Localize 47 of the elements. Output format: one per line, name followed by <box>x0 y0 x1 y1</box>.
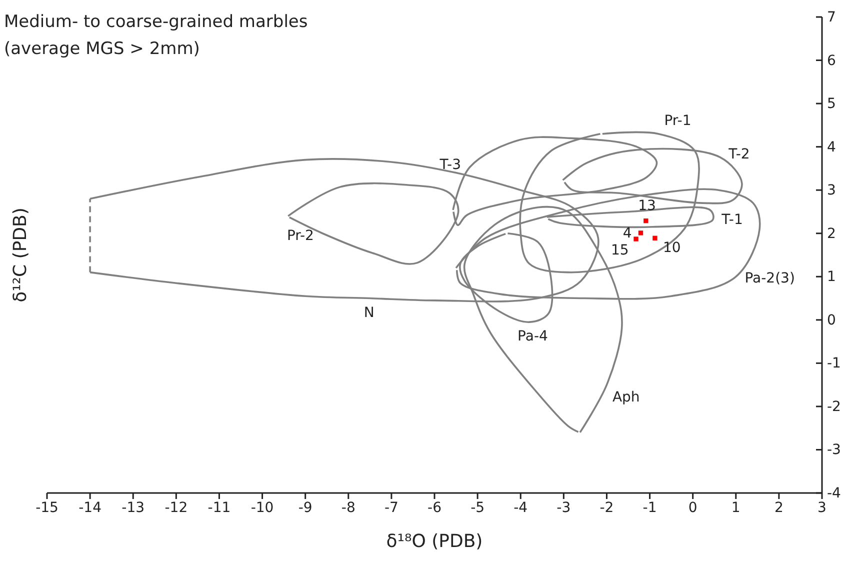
annotation: 15 <box>610 242 629 258</box>
annotation: Pr-1 <box>664 112 692 129</box>
x-tick-label: -3 <box>556 500 571 516</box>
x-tick-label: 0 <box>688 500 698 516</box>
x-tick-label: -11 <box>208 500 231 516</box>
annotation: T-1 <box>720 212 743 228</box>
annotation: Aph <box>612 390 640 406</box>
y-tick-label: 7 <box>827 9 836 26</box>
annotation: N <box>364 305 374 322</box>
annotation: T-3 <box>438 157 462 174</box>
y-tick-label: 3 <box>827 182 836 199</box>
x-tick-label: 1 <box>731 500 740 516</box>
y-tick-label: -4 <box>827 485 842 502</box>
annotation: Pa-4 <box>518 328 548 344</box>
x-tick-label: -1 <box>642 500 657 516</box>
y-tick-label: -2 <box>827 398 841 415</box>
x-tick-label: -10 <box>250 500 274 516</box>
y-tick-label: 4 <box>827 139 836 156</box>
x-tick-label: -14 <box>78 500 102 516</box>
text: (average MGS > 2mm) <box>4 39 200 59</box>
annotation: T-2 <box>728 146 750 162</box>
y-tick-label: 5 <box>827 96 836 112</box>
y-tick-label: 2 <box>827 226 836 242</box>
y-tick-label: 1 <box>827 269 836 286</box>
annotation: 13 <box>638 198 656 214</box>
chart-title: Medium- to coarse-grained marbles <box>4 12 308 32</box>
annotation: 4 <box>622 225 632 242</box>
x-tick-label: -2 <box>600 500 614 516</box>
y-axis-title: δ¹²C (PDB) <box>10 208 31 302</box>
annotation: 10 <box>662 240 681 256</box>
x-tick-label: -5 <box>470 500 485 516</box>
annotation: Pa-2(3) <box>744 270 795 286</box>
x-tick-label: -6 <box>428 500 442 516</box>
y-tick-label: -3 <box>827 442 841 458</box>
x-tick-label: -4 <box>514 500 528 516</box>
y-tick-label: 6 <box>827 52 836 69</box>
x-tick-label: -15 <box>36 500 58 516</box>
x-tick-label: -7 <box>384 500 398 516</box>
x-axis-title: δ¹⁸O (PDB) <box>386 531 483 552</box>
x-tick-label: 2 <box>774 500 784 516</box>
x-tick-label: -13 <box>122 500 145 516</box>
x-tick-label: -9 <box>298 500 312 516</box>
y-tick-label: 0 <box>827 312 836 328</box>
y-tick-label: -1 <box>827 356 841 372</box>
x-tick-label: -12 <box>164 500 188 516</box>
annotation: Pr-2 <box>286 228 314 244</box>
x-tick-label: -8 <box>341 500 356 516</box>
